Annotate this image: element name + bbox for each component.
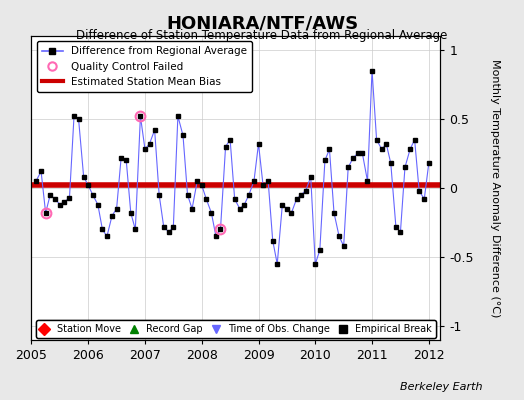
Y-axis label: Monthly Temperature Anomaly Difference (°C): Monthly Temperature Anomaly Difference (… [490,59,500,317]
Legend: Station Move, Record Gap, Time of Obs. Change, Empirical Break: Station Move, Record Gap, Time of Obs. C… [36,320,436,338]
Text: Difference of Station Temperature Data from Regional Average: Difference of Station Temperature Data f… [77,29,447,42]
Text: Berkeley Earth: Berkeley Earth [400,382,482,392]
Text: HONIARA/NTF/AWS: HONIARA/NTF/AWS [166,14,358,32]
